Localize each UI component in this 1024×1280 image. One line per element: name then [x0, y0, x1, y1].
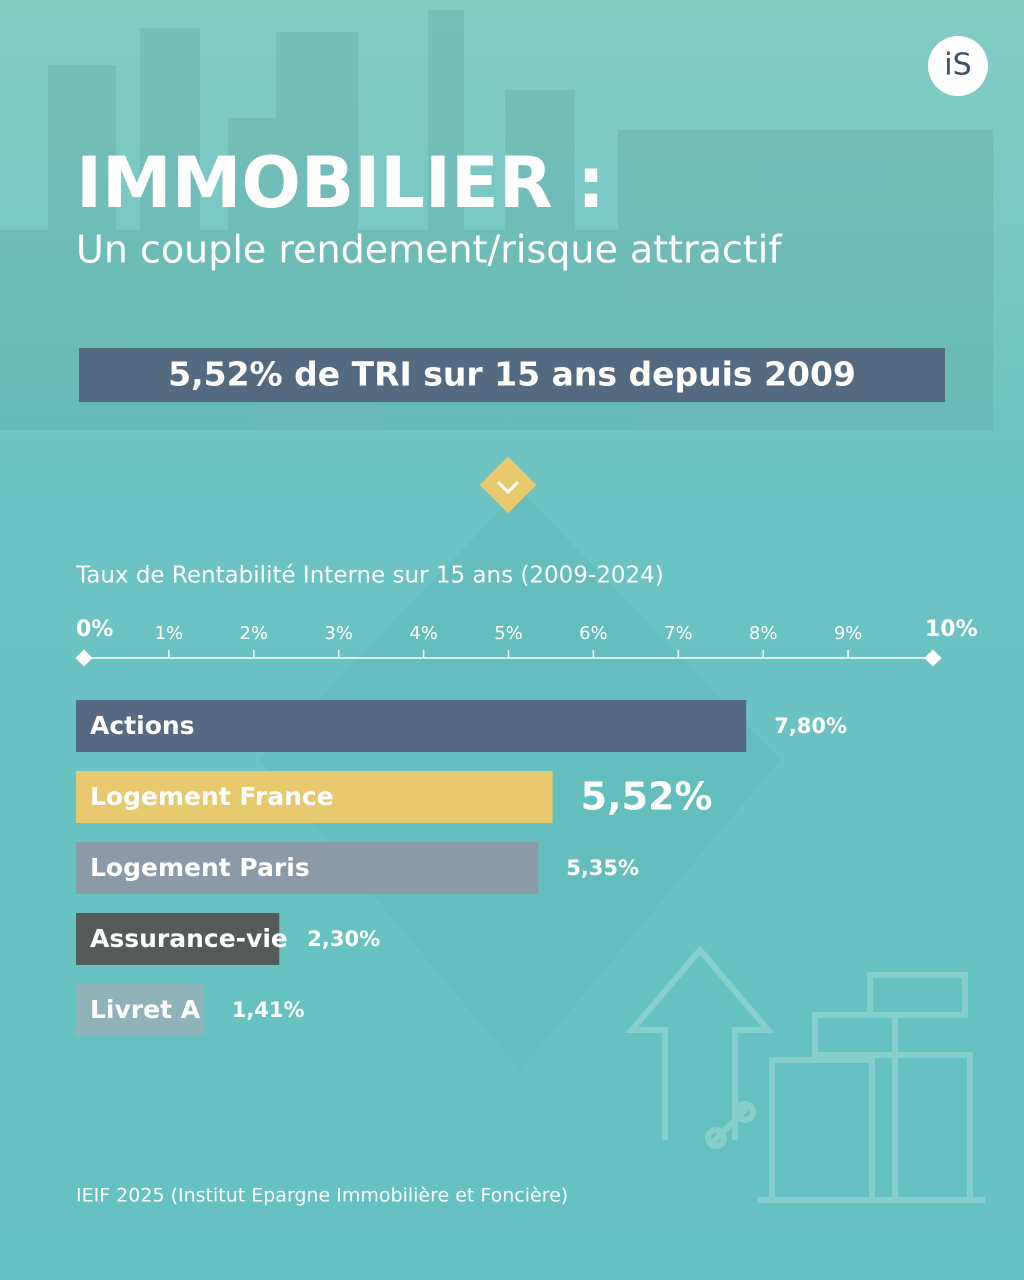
bar	[76, 771, 553, 823]
logo: iS	[944, 48, 971, 83]
bar	[76, 984, 204, 1036]
bar-category-label: Actions	[90, 711, 195, 740]
x-tick-label: 3%	[324, 623, 353, 644]
x-tick-label: 6%	[579, 623, 608, 644]
bar-category-label: Livret A	[90, 995, 201, 1024]
logo-badge	[928, 36, 988, 96]
subheadline: Un couple rendement/risque attractif	[76, 228, 783, 272]
value-label: 5,35%	[566, 856, 639, 880]
bar-category-label: Assurance-vie	[90, 924, 288, 953]
x-tick-label: 1%	[155, 623, 184, 644]
tick-mark	[75, 649, 93, 667]
x-tick-label: 4%	[409, 623, 438, 644]
value-label: 7,80%	[774, 714, 847, 738]
value-label: 1,41%	[232, 998, 305, 1022]
headline: IMMOBILIER :	[76, 142, 605, 224]
banner-box	[79, 348, 945, 402]
value-label: 5,52%	[581, 775, 713, 819]
bar-category-label: Logement France	[90, 782, 334, 811]
x-tick-label: 7%	[664, 623, 693, 644]
tick-mark	[924, 649, 942, 667]
x-tick-label: 9%	[834, 623, 863, 644]
decor-icon	[625, 945, 985, 1203]
chevron	[496, 480, 520, 495]
x-tick-label: 0%	[76, 617, 113, 642]
value-label: 2,30%	[307, 927, 380, 951]
x-tick-label: 10%	[925, 617, 978, 642]
x-tick-label: 8%	[749, 623, 778, 644]
bar-category-label: Logement Paris	[90, 853, 310, 882]
banner: 5,52% de TRI sur 15 ans depuis 2009	[168, 355, 856, 394]
chart-title: Taux de Rentabilité Interne sur 15 ans (…	[75, 563, 664, 589]
x-tick-label: 2%	[240, 623, 269, 644]
bar	[76, 913, 280, 965]
x-tick-label: 5%	[494, 623, 523, 644]
source: IEIF 2025 (Institut Epargne Immobilière …	[76, 1185, 568, 1207]
bar	[76, 842, 539, 894]
bar	[76, 700, 747, 752]
